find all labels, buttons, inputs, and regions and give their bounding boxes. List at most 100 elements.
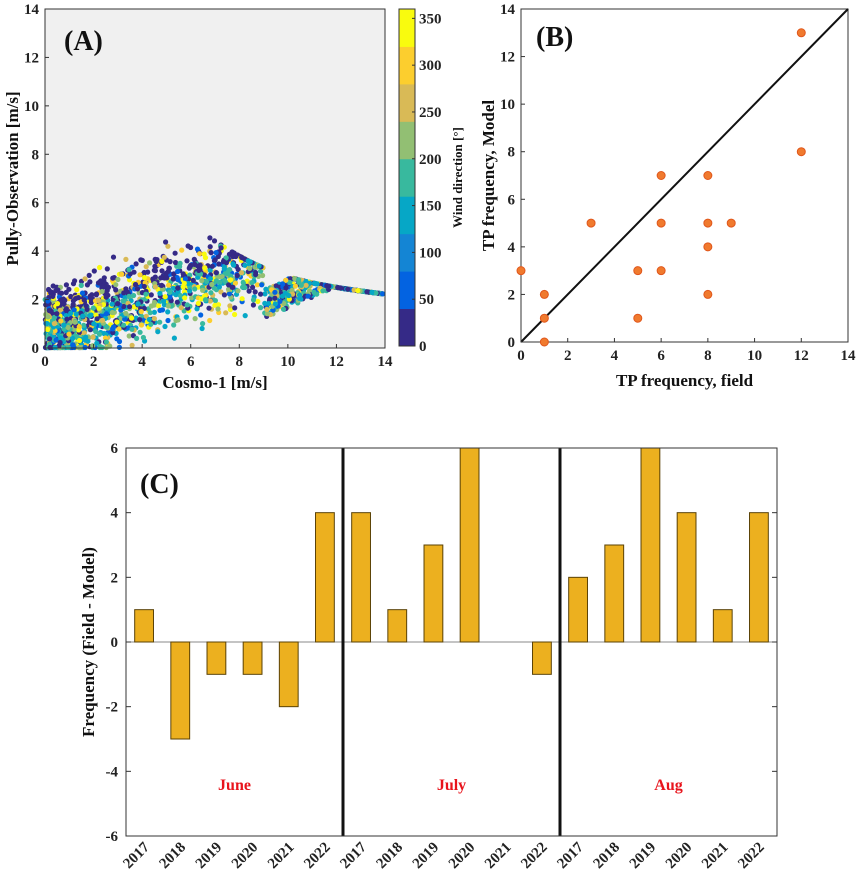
wind-point xyxy=(239,255,245,261)
wind-point xyxy=(232,280,238,286)
wind-point xyxy=(104,266,110,272)
wind-point xyxy=(134,286,141,292)
wind-point xyxy=(196,267,202,273)
wind-point xyxy=(143,313,149,319)
wind-point xyxy=(303,278,309,285)
wind-point xyxy=(171,335,177,341)
y-tick-label: 8 xyxy=(508,145,516,161)
wind-point xyxy=(253,271,259,278)
wind-point xyxy=(209,263,215,269)
y-tick-label: 14 xyxy=(24,2,40,18)
wind-point xyxy=(305,293,311,299)
panel-label: (B) xyxy=(536,22,573,53)
wind-point xyxy=(103,294,109,300)
x-tick-label: 2022 xyxy=(735,840,768,873)
wind-point xyxy=(364,289,370,295)
x-tick-label: 2021 xyxy=(265,840,298,873)
wind-point xyxy=(355,287,361,294)
wind-point xyxy=(247,259,253,265)
panel-b-tp-frequency-scatter: 0 2 4 6 8 10 12 14 0 2 4 6 8 10 12 14 TP frequency, fiel… xyxy=(479,2,856,390)
wind-point xyxy=(71,307,77,313)
wind-point xyxy=(283,285,289,291)
wind-point xyxy=(50,283,56,289)
wind-point xyxy=(262,300,268,306)
colorbar-segment xyxy=(399,9,415,47)
month-label: July xyxy=(437,777,466,794)
wind-point xyxy=(107,343,113,349)
wind-point xyxy=(162,294,168,300)
wind-point xyxy=(335,284,341,291)
wind-point xyxy=(140,334,146,341)
wind-point xyxy=(114,319,120,325)
wind-point xyxy=(216,261,222,267)
wind-point xyxy=(220,258,227,265)
wind-point xyxy=(213,270,219,276)
wind-point xyxy=(263,286,269,292)
bar xyxy=(387,609,408,643)
colorbar-tick-label: 150 xyxy=(419,199,442,215)
x-tick-label: 2018 xyxy=(374,840,407,873)
wind-point xyxy=(83,303,89,309)
wind-point xyxy=(54,311,60,317)
tp-point xyxy=(539,289,549,299)
wind-point xyxy=(96,305,102,311)
wind-point xyxy=(250,302,256,308)
y-tick-label: 10 xyxy=(24,99,39,115)
wind-point xyxy=(80,313,86,319)
wind-point xyxy=(258,305,264,311)
wind-point xyxy=(283,277,289,283)
month-label: June xyxy=(218,777,251,794)
wind-point xyxy=(264,306,270,312)
colorbar-tick-label: 100 xyxy=(419,245,442,261)
wind-point xyxy=(192,286,198,292)
wind-point xyxy=(158,275,164,281)
wind-point xyxy=(126,333,132,339)
wind-point xyxy=(201,272,207,278)
wind-point xyxy=(123,310,129,316)
wind-point xyxy=(207,235,213,241)
wind-point xyxy=(153,258,159,265)
wind-point xyxy=(116,338,123,345)
y-tick-label: -4 xyxy=(106,764,119,780)
wind-point xyxy=(174,275,180,281)
wind-point xyxy=(200,287,206,293)
wind-point xyxy=(159,282,165,288)
wind-point xyxy=(78,282,84,288)
y-tick-label: 4 xyxy=(111,506,119,522)
wind-point xyxy=(126,293,132,299)
wind-point xyxy=(326,283,332,289)
x-tick-label: 2018 xyxy=(157,840,190,873)
wind-point xyxy=(167,289,173,295)
wind-point xyxy=(145,269,151,275)
bar xyxy=(712,609,733,643)
wind-point xyxy=(172,259,179,266)
wind-point xyxy=(184,302,190,308)
wind-point xyxy=(72,278,78,284)
wind-point xyxy=(212,257,218,263)
x-tick-label: 4 xyxy=(611,348,619,364)
wind-point xyxy=(194,306,200,312)
x-tick-label: 14 xyxy=(378,354,394,370)
y-tick-label: 2 xyxy=(32,293,40,309)
wind-point xyxy=(122,316,128,322)
wind-point xyxy=(51,321,58,327)
wind-point xyxy=(110,275,116,281)
wind-point xyxy=(175,268,181,275)
wind-point xyxy=(137,329,143,335)
tp-point xyxy=(633,266,643,276)
wind-point xyxy=(223,255,229,261)
wind-point xyxy=(148,321,154,327)
wind-point xyxy=(311,289,317,295)
x-tick-label: 4 xyxy=(138,354,146,370)
wind-point xyxy=(109,309,115,316)
x-axis-label: Cosmo-1 [m/s] xyxy=(162,373,267,392)
wind-point xyxy=(51,314,58,320)
tp-point xyxy=(796,28,806,38)
wind-point xyxy=(70,335,76,341)
wind-point xyxy=(73,296,79,302)
wind-point xyxy=(280,306,287,312)
wind-point xyxy=(116,344,122,350)
x-tick-label: 2019 xyxy=(410,840,443,873)
wind-point xyxy=(152,284,158,290)
tp-point xyxy=(539,313,549,323)
